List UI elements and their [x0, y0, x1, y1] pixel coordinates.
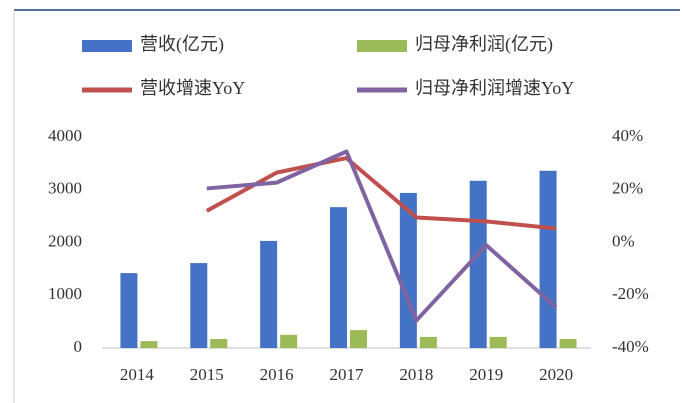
x-tick-label: 2018 — [399, 365, 433, 384]
line-series — [206, 149, 558, 323]
x-tick-label: 2015 — [190, 365, 224, 384]
y-tick-label: 0 — [74, 337, 83, 356]
y-tick-label: 3000 — [48, 179, 82, 198]
bar — [280, 334, 298, 348]
x-tick-label: 2017 — [330, 365, 365, 384]
bar — [330, 207, 347, 348]
bar — [140, 341, 158, 348]
bar — [559, 339, 577, 348]
x-tick-label: 2020 — [539, 365, 573, 384]
legend-label: 营收增速YoY — [140, 78, 245, 98]
bar — [469, 180, 487, 348]
y2-tick-label: -40% — [612, 337, 649, 356]
y-tick-label: 1000 — [48, 284, 82, 303]
legend-label: 归母净利润(亿元) — [415, 34, 553, 55]
line-series — [205, 156, 557, 231]
y-tick-label: 4000 — [48, 126, 82, 145]
bar — [419, 336, 437, 348]
x-tick-label: 2016 — [260, 365, 294, 384]
bar — [350, 330, 367, 348]
bar — [489, 336, 507, 348]
y-tick-label: 2000 — [48, 231, 82, 250]
bar — [210, 339, 228, 348]
bar — [120, 273, 138, 348]
y2-tick-label: 20% — [612, 179, 643, 198]
x-tick-label: 2014 — [120, 365, 155, 384]
legend-label: 归母净利润增速YoY — [415, 78, 574, 98]
legend-swatch — [82, 40, 132, 52]
y2-tick-label: -20% — [612, 284, 649, 303]
y2-tick-label: 0% — [612, 231, 635, 250]
x-tick-label: 2019 — [469, 365, 503, 384]
y2-tick-label: 40% — [612, 126, 643, 145]
bar — [190, 263, 208, 348]
legend-label: 营收(亿元) — [140, 34, 224, 55]
legend-swatch — [357, 40, 407, 52]
bar — [260, 240, 278, 348]
bar — [539, 170, 557, 348]
